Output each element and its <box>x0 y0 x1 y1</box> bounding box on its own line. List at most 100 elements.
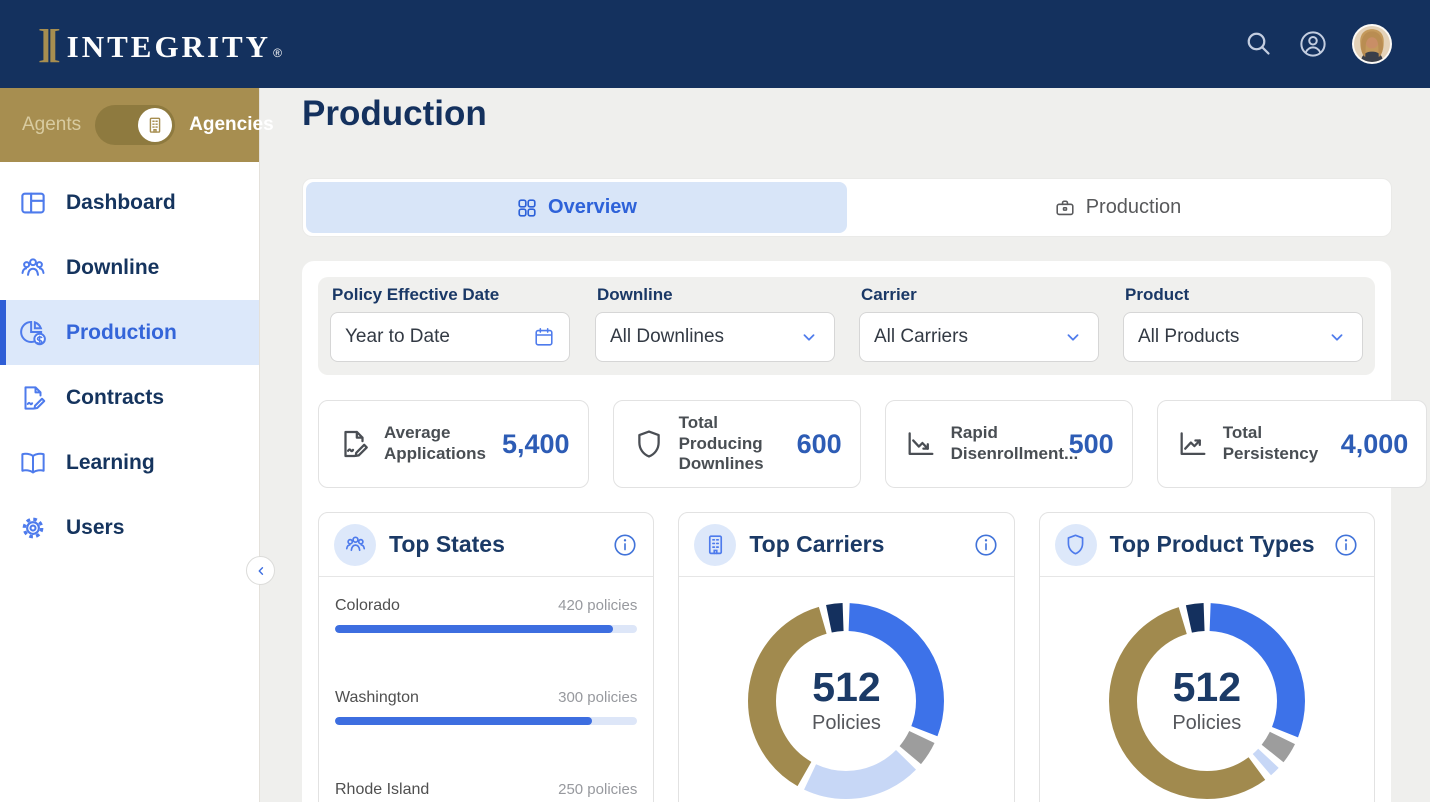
toggle-label-agents[interactable]: Agents <box>22 114 81 136</box>
page-title: Production <box>302 94 487 134</box>
donut-label: Policies <box>812 712 881 735</box>
gear-icon <box>18 513 48 543</box>
carriers-donut-chart: 512 Policies <box>746 601 946 801</box>
filter-label: Product <box>1125 285 1363 305</box>
sidebar-item-label: Production <box>66 321 177 345</box>
state-row-rhode-island: Rhode Island 250 policies <box>335 781 637 802</box>
carrier-select[interactable]: All Carriers <box>859 312 1099 362</box>
sidebar-item-label: Dashboard <box>66 191 176 215</box>
product-select[interactable]: All Products <box>1123 312 1363 362</box>
filter-carrier: Carrier All Carriers <box>859 285 1099 362</box>
donut-value: 512 <box>1173 667 1241 708</box>
sidebar-item-production[interactable]: Production <box>0 300 259 365</box>
sidebar-item-learning[interactable]: Learning <box>0 430 259 495</box>
brand-logo[interactable]: ][ INTEGRITY ® <box>38 24 282 65</box>
pie-chart-dollar-icon <box>18 318 48 348</box>
panel-header: Top Product Types <box>1040 513 1374 577</box>
chevron-down-icon <box>798 326 820 348</box>
toggle-label-agencies[interactable]: Agencies <box>189 114 273 136</box>
panel-title: Top States <box>389 531 505 558</box>
sidebar-item-contracts[interactable]: Contracts <box>0 365 259 430</box>
donut-center: 512 Policies <box>746 601 946 801</box>
brand-name: INTEGRITY <box>67 29 271 65</box>
stat-label: Total Persistency <box>1223 423 1341 464</box>
sidebar-nav: Dashboard Downline Production <box>0 162 259 560</box>
sidebar: Agents Agencies Dashboard <box>0 88 260 802</box>
stat-label: Average Applications <box>384 423 502 464</box>
top-states-panel: Top States Colorado 420 policies <box>318 512 654 802</box>
tabbar: Overview Production <box>302 178 1392 237</box>
donut-label: Policies <box>1172 712 1241 735</box>
book-icon <box>18 448 48 478</box>
filter-value: All Products <box>1138 326 1239 348</box>
search-icon[interactable] <box>1244 29 1274 59</box>
document-pencil-icon <box>18 383 48 413</box>
filter-downline: Downline All Downlines <box>595 285 835 362</box>
account-icon[interactable] <box>1298 29 1328 59</box>
agents-agencies-switch[interactable] <box>95 105 175 145</box>
panel-header: Top Carriers <box>679 513 1013 577</box>
state-row-washington: Washington 300 policies <box>335 689 637 725</box>
shield-icon <box>632 427 666 461</box>
chevron-down-icon <box>1326 326 1348 348</box>
state-row-colorado: Colorado 420 policies <box>335 597 637 633</box>
top-carriers-panel: Top Carriers 512 Policies <box>678 512 1014 802</box>
donut-value: 512 <box>812 667 880 708</box>
stat-value: 600 <box>797 429 842 460</box>
people-icon <box>18 253 48 283</box>
stat-label: Rapid Disenrollment... <box>951 423 1069 464</box>
filter-value: All Downlines <box>610 326 724 348</box>
app-window: ][ INTEGRITY ® <box>0 0 1430 802</box>
sidebar-item-dashboard[interactable]: Dashboard <box>0 170 259 235</box>
stat-value: 5,400 <box>502 429 570 460</box>
sidebar-item-users[interactable]: Users <box>0 495 259 560</box>
stat-value: 4,000 <box>1341 429 1409 460</box>
tab-label: Overview <box>548 196 637 219</box>
panel-header: Top States <box>319 513 653 577</box>
topbar-actions <box>1244 24 1392 64</box>
state-name: Rhode Island <box>335 781 429 799</box>
calendar-icon <box>533 326 555 348</box>
chart-rising-icon <box>1176 427 1210 461</box>
info-icon[interactable] <box>1333 532 1359 558</box>
sidebar-collapse-button[interactable] <box>246 556 275 585</box>
filter-label: Policy Effective Date <box>332 285 570 305</box>
progress-bar-fill <box>335 717 592 725</box>
switch-knob <box>138 108 172 142</box>
state-policy-count: 300 policies <box>558 689 637 706</box>
progress-bar-fill <box>335 625 613 633</box>
filter-policy-effective-date: Policy Effective Date Year to Date <box>330 285 570 362</box>
brand-trademark: ® <box>273 46 282 60</box>
stat-label: Total Producing Downlines <box>679 413 797 475</box>
building-icon <box>145 115 165 135</box>
downline-select[interactable]: All Downlines <box>595 312 835 362</box>
donut-center: 512 Policies <box>1107 601 1307 801</box>
tab-overview[interactable]: Overview <box>306 182 847 233</box>
policy-effective-date-input[interactable]: Year to Date <box>330 312 570 362</box>
dashboard-icon <box>18 188 48 218</box>
tab-production[interactable]: Production <box>847 182 1388 233</box>
agents-agencies-toggle-bar: Agents Agencies <box>0 88 259 162</box>
top-header: ][ INTEGRITY ® <box>0 0 1430 88</box>
sidebar-item-label: Contracts <box>66 386 164 410</box>
top-product-types-panel: Top Product Types 512 Policies <box>1039 512 1375 802</box>
filter-bar: Policy Effective Date Year to Date Downl… <box>318 277 1375 375</box>
stat-rapid-disenrollment: Rapid Disenrollment... 500 <box>885 400 1133 488</box>
filter-product: Product All Products <box>1123 285 1363 362</box>
integrity-mark-icon: ][ <box>38 24 57 64</box>
panel-title: Top Carriers <box>749 531 884 558</box>
info-icon[interactable] <box>612 532 638 558</box>
chart-declining-icon <box>904 427 938 461</box>
state-name: Colorado <box>335 597 400 615</box>
tab-label: Production <box>1086 196 1182 219</box>
info-icon[interactable] <box>973 532 999 558</box>
sidebar-item-label: Downline <box>66 256 159 280</box>
stat-average-applications: Average Applications 5,400 <box>318 400 589 488</box>
state-policy-count: 250 policies <box>558 781 637 798</box>
avatar[interactable] <box>1352 24 1392 64</box>
progress-bar <box>335 625 637 633</box>
sidebar-item-downline[interactable]: Downline <box>0 235 259 300</box>
stat-total-persistency: Total Persistency 4,000 <box>1157 400 1428 488</box>
briefcase-icon <box>1054 197 1076 219</box>
sidebar-item-label: Users <box>66 516 124 540</box>
